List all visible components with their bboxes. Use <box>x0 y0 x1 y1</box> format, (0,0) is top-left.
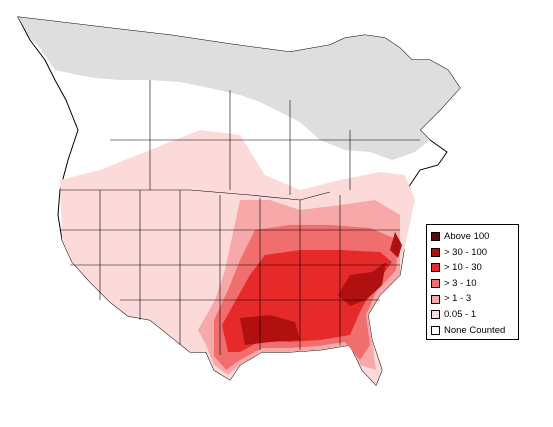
legend-item-30-100: > 30 - 100 <box>431 245 518 261</box>
no-data-region-north <box>18 17 460 160</box>
legend-item-0-05-1: 0.05 - 1 <box>431 307 518 323</box>
legend-label: None Counted <box>444 324 506 336</box>
legend-label: > 10 - 30 <box>444 262 482 274</box>
legend-item-10-30: > 10 - 30 <box>431 260 518 276</box>
legend-item-1-3: > 1 - 3 <box>431 291 518 307</box>
legend-swatch <box>431 232 440 242</box>
legend-label: > 30 - 100 <box>444 246 488 258</box>
legend-item-above-100: Above 100 <box>431 229 518 245</box>
state-province-borders <box>60 80 420 355</box>
legend-swatch <box>431 310 440 320</box>
legend-label: > 1 - 3 <box>444 293 472 305</box>
legend-label: 0.05 - 1 <box>444 309 477 321</box>
legend-label: Above 100 <box>444 231 490 243</box>
legend-label: > 3 - 10 <box>444 277 477 289</box>
legend-item-none-counted: None Counted <box>431 323 518 339</box>
abundance-shading <box>60 130 415 385</box>
legend-swatch <box>431 294 440 304</box>
legend-swatch <box>431 263 440 273</box>
range-30-100 <box>240 232 402 345</box>
legend: Above 100 > 30 - 100 > 10 - 30 > 3 - 10 … <box>426 224 519 340</box>
legend-item-3-10: > 3 - 10 <box>431 276 518 292</box>
legend-swatch <box>431 279 440 289</box>
legend-swatch <box>431 325 440 335</box>
legend-swatch <box>431 247 440 257</box>
